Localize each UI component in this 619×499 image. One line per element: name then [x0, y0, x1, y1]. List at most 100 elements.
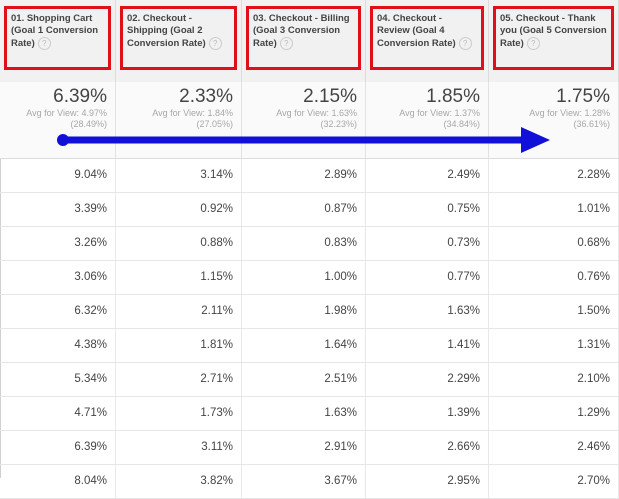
column-header-goal5[interactable]: 05. Checkout - Thank you (Goal 5 Convers…: [489, 0, 619, 82]
table-cell: 1.63%: [366, 295, 489, 328]
table-cell: 2.70%: [489, 465, 619, 498]
table-cell: 3.67%: [242, 465, 366, 498]
table-row: 6.32% 2.11% 1.98% 1.63% 1.50%: [0, 295, 619, 329]
table-cell: 1.73%: [116, 397, 242, 430]
table-cell: 3.06%: [0, 261, 116, 294]
table-cell: 2.95%: [366, 465, 489, 498]
table-cell: 2.89%: [242, 159, 366, 192]
column-header-goal4[interactable]: 04. Checkout - Review (Goal 4 Conversion…: [366, 0, 489, 82]
column-header-label: 03. Checkout - Billing (Goal 3 Conversio…: [253, 13, 350, 50]
summary-value: 1.85%: [426, 86, 480, 107]
table-row: 3.26% 0.88% 0.83% 0.73% 0.68%: [0, 227, 619, 261]
help-icon[interactable]: ?: [458, 37, 472, 50]
table-row: 9.04% 3.14% 2.89% 2.49% 2.28%: [0, 159, 619, 193]
table-row: 3.06% 1.15% 1.00% 0.77% 0.76%: [0, 261, 619, 295]
table-cell: 6.39%: [0, 431, 116, 464]
table-cell: 3.82%: [116, 465, 242, 498]
table-cell: 2.46%: [489, 431, 619, 464]
summary-avg: Avg for View: 1.84%: [152, 108, 233, 118]
highlight-box: 02. Checkout - Shipping (Goal 2 Conversi…: [120, 6, 237, 70]
table-cell: 1.98%: [242, 295, 366, 328]
table-cell: 9.04%: [0, 159, 116, 192]
column-header-label: 02. Checkout - Shipping (Goal 2 Conversi…: [127, 13, 206, 50]
header-row: 01. Shopping Cart (Goal 1 Conversion Rat…: [0, 0, 619, 83]
summary-avg: Avg for View: 4.97%: [26, 108, 107, 118]
table-cell: 2.11%: [116, 295, 242, 328]
summary-value: 1.75%: [556, 86, 610, 107]
table-cell: 0.83%: [242, 227, 366, 260]
table-cell: 1.41%: [366, 329, 489, 362]
summary-avg: Avg for View: 1.28%: [529, 108, 610, 118]
table-cell: 2.91%: [242, 431, 366, 464]
table-cell: 1.31%: [489, 329, 619, 362]
help-icon[interactable]: ?: [279, 37, 293, 50]
summary-cell: 2.15% Avg for View: 1.63% (32.23%): [242, 82, 366, 158]
table-cell: 3.26%: [0, 227, 116, 260]
highlight-box: 03. Checkout - Billing (Goal 3 Conversio…: [246, 6, 361, 70]
summary-pct: (36.61%): [573, 119, 610, 129]
table-cell: 1.63%: [242, 397, 366, 430]
table-cell: 1.01%: [489, 193, 619, 226]
table-cell: 2.29%: [366, 363, 489, 396]
column-header-label: 05. Checkout - Thank you (Goal 5 Convers…: [500, 13, 607, 50]
table-cell: 0.92%: [116, 193, 242, 226]
table-cell: 8.04%: [0, 465, 116, 498]
table-cell: 1.64%: [242, 329, 366, 362]
table-row: 4.38% 1.81% 1.64% 1.41% 1.31%: [0, 329, 619, 363]
table-cell: 2.66%: [366, 431, 489, 464]
table-row: 8.04% 3.82% 3.67% 2.95% 2.70%: [0, 465, 619, 499]
summary-cell: 1.85% Avg for View: 1.37% (34.84%): [366, 82, 489, 158]
table-cell: 0.77%: [366, 261, 489, 294]
summary-row: 6.39% Avg for View: 4.97% (28.49%) 2.33%…: [0, 82, 619, 159]
table-cell: 0.88%: [116, 227, 242, 260]
table-cell: 4.38%: [0, 329, 116, 362]
summary-avg: Avg for View: 1.63%: [276, 108, 357, 118]
table-cell: 2.71%: [116, 363, 242, 396]
highlight-box: 04. Checkout - Review (Goal 4 Conversion…: [370, 6, 484, 70]
table-cell: 0.73%: [366, 227, 489, 260]
table-cell: 0.87%: [242, 193, 366, 226]
column-header-goal3[interactable]: 03. Checkout - Billing (Goal 3 Conversio…: [242, 0, 366, 82]
table-cell: 1.50%: [489, 295, 619, 328]
table-cell: 2.28%: [489, 159, 619, 192]
summary-pct: (27.05%): [196, 119, 233, 129]
highlight-box: 01. Shopping Cart (Goal 1 Conversion Rat…: [4, 6, 111, 70]
table-row: 3.39% 0.92% 0.87% 0.75% 1.01%: [0, 193, 619, 227]
summary-pct: (32.23%): [320, 119, 357, 129]
table-left-border: [0, 0, 1, 478]
summary-avg: Avg for View: 1.37%: [399, 108, 480, 118]
summary-cell: 6.39% Avg for View: 4.97% (28.49%): [0, 82, 116, 158]
column-header-label: 04. Checkout - Review (Goal 4 Conversion…: [377, 13, 456, 50]
summary-value: 2.15%: [303, 86, 357, 107]
summary-pct: (28.49%): [70, 119, 107, 129]
table-cell: 1.81%: [116, 329, 242, 362]
column-header-label: 01. Shopping Cart (Goal 1 Conversion Rat…: [11, 13, 99, 50]
table-row: 5.34% 2.71% 2.51% 2.29% 2.10%: [0, 363, 619, 397]
table-cell: 1.39%: [366, 397, 489, 430]
table-cell: 1.29%: [489, 397, 619, 430]
table-row: 6.39% 3.11% 2.91% 2.66% 2.46%: [0, 431, 619, 465]
table-cell: 3.11%: [116, 431, 242, 464]
table-cell: 1.15%: [116, 261, 242, 294]
column-header-goal2[interactable]: 02. Checkout - Shipping (Goal 2 Conversi…: [116, 0, 242, 82]
help-icon[interactable]: ?: [526, 37, 540, 50]
summary-value: 6.39%: [53, 86, 107, 107]
column-header-goal1[interactable]: 01. Shopping Cart (Goal 1 Conversion Rat…: [0, 0, 116, 82]
help-icon[interactable]: ?: [208, 37, 222, 50]
summary-cell: 2.33% Avg for View: 1.84% (27.05%): [116, 82, 242, 158]
summary-value: 2.33%: [179, 86, 233, 107]
table-cell: 0.75%: [366, 193, 489, 226]
table-cell: 0.68%: [489, 227, 619, 260]
table-cell: 3.39%: [0, 193, 116, 226]
table-cell: 4.71%: [0, 397, 116, 430]
table-cell: 2.51%: [242, 363, 366, 396]
summary-pct: (34.84%): [443, 119, 480, 129]
table-cell: 3.14%: [116, 159, 242, 192]
table-cell: 1.00%: [242, 261, 366, 294]
highlight-box: 05. Checkout - Thank you (Goal 5 Convers…: [493, 6, 614, 70]
blue-arrow-annotation: [57, 127, 550, 153]
table-row: 4.71% 1.73% 1.63% 1.39% 1.29%: [0, 397, 619, 431]
help-icon[interactable]: ?: [37, 37, 51, 50]
data-rows: 9.04% 3.14% 2.89% 2.49% 2.28% 3.39% 0.92% 0.87%…: [0, 159, 619, 499]
